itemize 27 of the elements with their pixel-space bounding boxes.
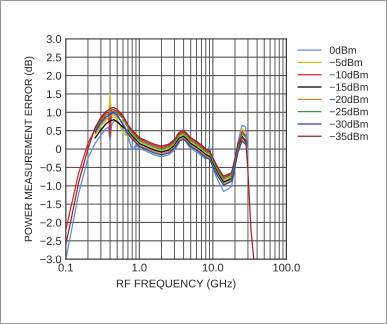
legend-label: −30dBm [330, 120, 368, 128]
y-tick-label: 1.5 [47, 90, 62, 98]
y-tick-label: −0.5 [40, 164, 62, 172]
y-tick-label: 2.0 [46, 72, 62, 80]
y-tick-label: −1.5 [40, 200, 62, 208]
y-tick-label: −1.0 [40, 182, 62, 190]
x-axis-title: RF FREQUENCY (GHz) [116, 279, 236, 290]
y-axis-title: POWER MEASUREMENT ERROR (dB) [24, 56, 34, 242]
x-tick-label: 1.0 [132, 264, 147, 272]
x-tick-label: 100.0 [273, 264, 300, 272]
y-tick-label: −3.0 [40, 255, 62, 264]
y-tick-label: 2.5 [46, 54, 62, 62]
legend-label: −35dBm [330, 132, 368, 140]
legend-label: −5dBm [330, 58, 362, 66]
x-tick-label: 10.0 [202, 264, 224, 272]
x-tick-label: 0.1 [58, 264, 73, 272]
legend-label: −10dBm [330, 70, 368, 78]
y-tick-label: 3.0 [46, 35, 62, 44]
y-tick-label: −2.5 [40, 237, 62, 245]
legend-label: 0dBm [330, 46, 356, 54]
y-tick-label: 0 [56, 145, 62, 154]
legend-label: −15dBm [330, 83, 368, 91]
y-tick-label: 1.0 [47, 108, 62, 116]
y-tick-label: −2.0 [40, 218, 62, 227]
y-tick-label: 0.5 [46, 126, 62, 135]
legend-label: −20dBm [330, 95, 368, 104]
legend-label: −25dBm [330, 108, 368, 116]
